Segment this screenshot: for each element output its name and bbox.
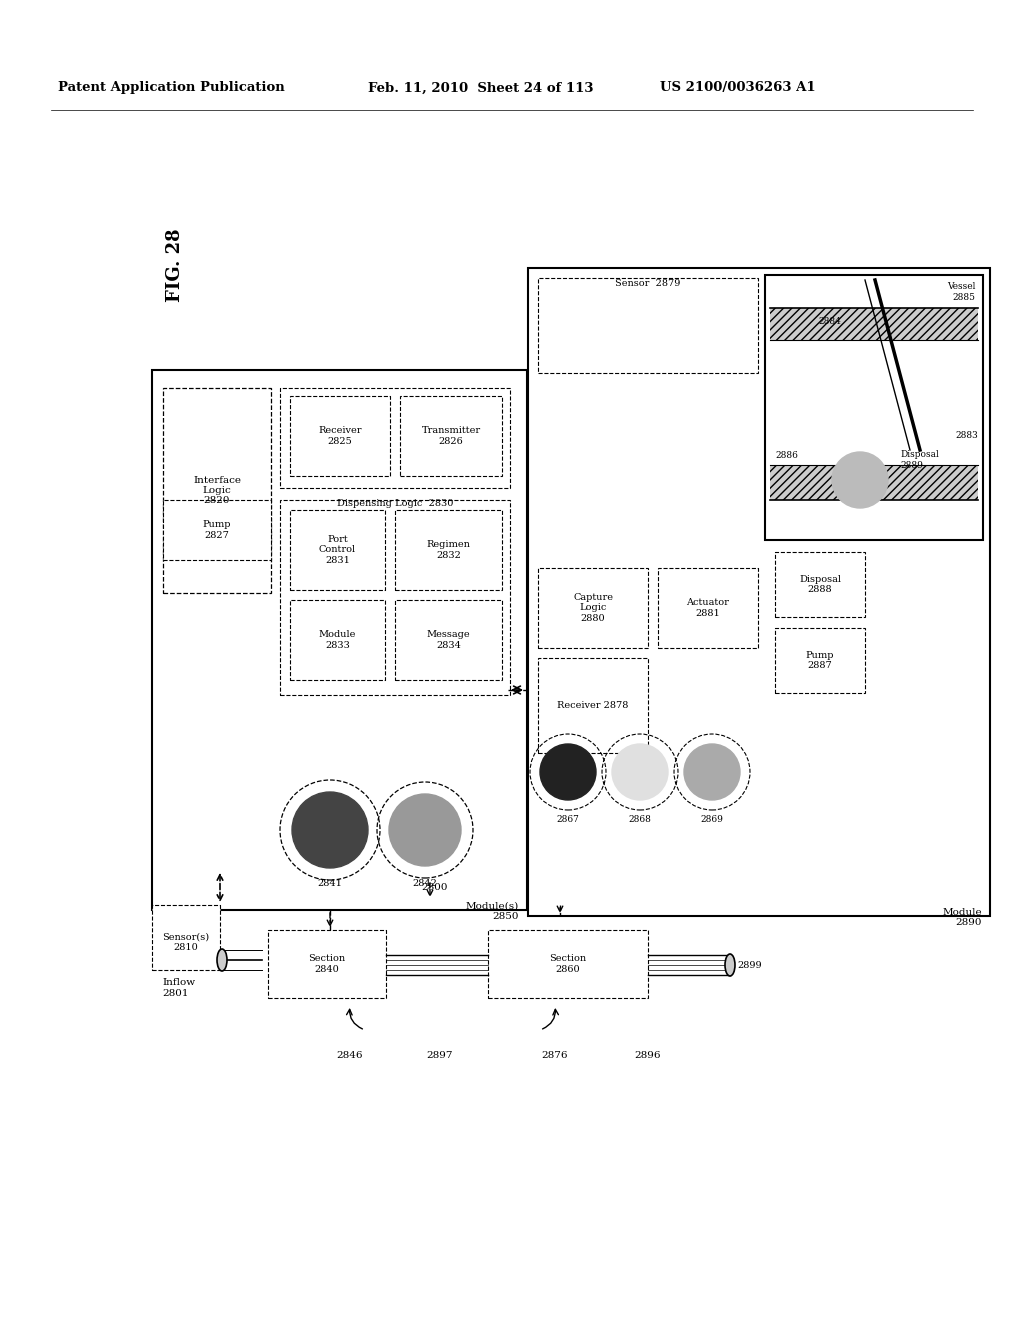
Text: Module
2890: Module 2890 xyxy=(942,908,982,928)
Text: US 2100/0036263 A1: US 2100/0036263 A1 xyxy=(660,82,816,95)
Bar xyxy=(770,465,978,500)
Circle shape xyxy=(831,451,888,508)
Text: Patent Application Publication: Patent Application Publication xyxy=(58,82,285,95)
Bar xyxy=(280,500,510,696)
Text: Pump
2827: Pump 2827 xyxy=(203,520,231,540)
Bar xyxy=(395,510,502,590)
Text: 2897: 2897 xyxy=(427,1051,454,1060)
Text: Vessel
2885: Vessel 2885 xyxy=(946,282,975,302)
Text: Actuator
2881: Actuator 2881 xyxy=(686,598,729,618)
Bar xyxy=(395,601,502,680)
Circle shape xyxy=(389,795,461,866)
Bar xyxy=(775,552,865,616)
Text: Section
2860: Section 2860 xyxy=(550,954,587,974)
Text: Inflow
2801: Inflow 2801 xyxy=(162,978,196,998)
Text: Message
2834: Message 2834 xyxy=(427,630,470,649)
Text: Port
Control
2831: Port Control 2831 xyxy=(318,535,356,565)
Text: 2876: 2876 xyxy=(542,1051,568,1060)
Bar xyxy=(528,268,990,916)
Text: 2842: 2842 xyxy=(413,879,437,887)
Ellipse shape xyxy=(217,949,227,972)
Text: 2846: 2846 xyxy=(337,1051,364,1060)
Text: Disposal
2889: Disposal 2889 xyxy=(900,450,939,470)
Circle shape xyxy=(612,744,668,800)
Text: Sensor(s)
2810: Sensor(s) 2810 xyxy=(163,933,210,952)
Text: Disposal
2888: Disposal 2888 xyxy=(799,574,841,594)
Text: Interface
Logic
2820: Interface Logic 2820 xyxy=(193,475,241,506)
Text: Sensor  2879: Sensor 2879 xyxy=(615,279,681,288)
Text: 2841: 2841 xyxy=(317,879,342,887)
Circle shape xyxy=(684,744,740,800)
Text: Capture
Logic
2880: Capture Logic 2880 xyxy=(573,593,613,623)
Bar xyxy=(400,396,502,477)
Bar xyxy=(488,931,648,998)
Bar xyxy=(163,500,271,560)
Bar xyxy=(765,275,983,540)
Bar xyxy=(775,628,865,693)
Circle shape xyxy=(292,792,368,869)
Bar xyxy=(163,388,271,593)
Text: 2884: 2884 xyxy=(818,318,842,326)
Bar xyxy=(770,308,978,341)
Ellipse shape xyxy=(725,954,735,975)
Text: 2886: 2886 xyxy=(775,450,798,459)
Text: Feb. 11, 2010  Sheet 24 of 113: Feb. 11, 2010 Sheet 24 of 113 xyxy=(368,82,594,95)
Text: Receiver
2825: Receiver 2825 xyxy=(318,426,361,446)
Text: Section
2840: Section 2840 xyxy=(308,954,345,974)
Bar xyxy=(290,510,385,590)
Text: Dispensing Logic  2830: Dispensing Logic 2830 xyxy=(337,499,454,508)
Text: 2869: 2869 xyxy=(700,816,723,825)
Bar xyxy=(290,396,390,477)
Bar xyxy=(152,906,220,970)
Bar xyxy=(538,568,648,648)
Text: Pump
2887: Pump 2887 xyxy=(806,651,835,671)
Text: 2896: 2896 xyxy=(635,1051,662,1060)
Text: 2800: 2800 xyxy=(422,883,449,892)
Bar xyxy=(268,931,386,998)
Text: Module
2833: Module 2833 xyxy=(318,630,356,649)
Bar xyxy=(280,388,510,488)
Text: 2883: 2883 xyxy=(955,430,978,440)
Bar xyxy=(538,657,648,752)
Text: Transmitter
2826: Transmitter 2826 xyxy=(422,426,480,446)
Bar xyxy=(538,279,758,374)
Text: Receiver 2878: Receiver 2878 xyxy=(557,701,629,710)
Text: 2867: 2867 xyxy=(557,816,580,825)
Bar xyxy=(658,568,758,648)
Text: FIG. 28: FIG. 28 xyxy=(166,228,184,302)
Bar xyxy=(290,601,385,680)
Text: Regimen
2832: Regimen 2832 xyxy=(427,540,470,560)
Text: Module(s)
2850: Module(s) 2850 xyxy=(466,902,519,921)
Circle shape xyxy=(540,744,596,800)
Bar xyxy=(152,370,527,909)
Text: 2868: 2868 xyxy=(629,816,651,825)
Text: 2899: 2899 xyxy=(737,961,762,969)
